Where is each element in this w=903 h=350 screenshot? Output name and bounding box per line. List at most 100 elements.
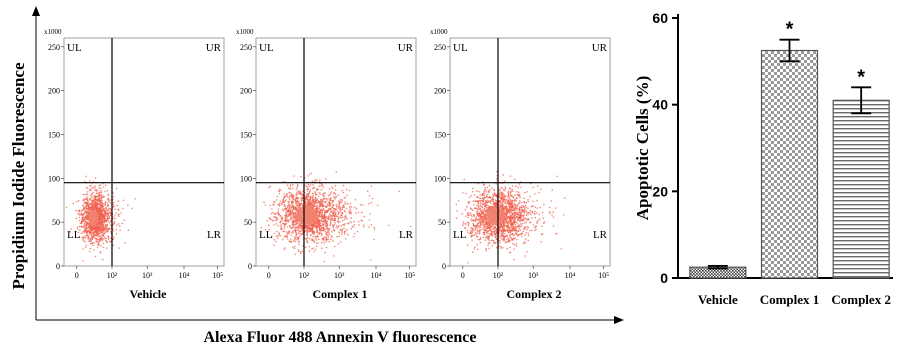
scatter-dot — [103, 212, 106, 214]
scatter-dot — [320, 232, 322, 234]
scatter-dot — [280, 217, 283, 220]
scatter-dot — [314, 191, 317, 193]
scatter-dot — [485, 228, 488, 230]
scatter-dot — [354, 198, 357, 201]
y-tick-label: 0 — [442, 262, 446, 271]
scatter-dot — [331, 206, 333, 208]
scatter-dot — [81, 226, 84, 228]
scatter-dot — [280, 228, 282, 230]
scatter-dot — [488, 220, 491, 223]
scatter-dot — [329, 224, 332, 226]
scatter-dot — [510, 224, 513, 227]
scatter-dot — [470, 234, 473, 237]
scatter-dot — [344, 230, 346, 232]
scatter-dot — [465, 215, 467, 217]
scatter-dot — [470, 207, 472, 209]
scatter-dot — [486, 235, 488, 237]
scatter-dot — [505, 198, 507, 201]
scatter-dot — [501, 232, 504, 235]
scatter-dot — [320, 227, 323, 229]
scatter-dot — [496, 194, 498, 196]
scatter-dot — [127, 204, 129, 206]
shared-y-axis-arrow — [32, 6, 40, 16]
scatter-dot — [80, 222, 83, 225]
scatter-dot — [335, 171, 338, 173]
scatter-dot — [479, 229, 482, 231]
scatter-dot — [292, 226, 295, 228]
scatter-dot — [281, 217, 284, 220]
scatter-dot — [523, 214, 525, 216]
scatter-dot — [92, 236, 94, 238]
scatter-dot — [91, 231, 93, 234]
scatter-dot — [295, 188, 298, 190]
scatter-dot — [275, 223, 277, 225]
quadrant-label-ll: LL — [259, 229, 273, 241]
scatter-dot — [65, 206, 68, 209]
scatter-dot — [114, 208, 116, 211]
scatter-dot — [489, 188, 491, 191]
y-multiplier-label: x1000 — [236, 28, 254, 36]
scatter-dot — [504, 180, 506, 182]
scatter-dot — [98, 196, 100, 198]
scatter-dot — [496, 233, 498, 235]
scatter-dot — [342, 191, 345, 194]
scatter-dot — [362, 204, 364, 206]
scatter-dot — [82, 260, 85, 262]
scatter-dot — [488, 247, 490, 250]
scatter-dot — [353, 223, 356, 226]
scatter-dot — [85, 203, 88, 206]
scatter-dot — [479, 238, 482, 240]
scatter-dot — [293, 175, 295, 177]
scatter-dot — [488, 224, 490, 226]
scatter-dot — [329, 220, 332, 222]
scatter-dot — [287, 205, 289, 207]
scatter-dot — [289, 214, 292, 216]
scatter-dot — [515, 185, 517, 187]
scatter-dot — [332, 218, 335, 221]
scatter-dot — [472, 200, 474, 202]
scatter-dot — [370, 201, 373, 204]
scatter-dot — [474, 200, 477, 202]
scatter-dot — [100, 222, 103, 224]
scatter-dot — [470, 232, 473, 234]
scatter-dot — [339, 210, 341, 213]
scatter-dot — [517, 219, 519, 222]
scatter-dot — [300, 220, 303, 223]
scatter-dot — [296, 183, 299, 186]
scatter-dot — [310, 224, 313, 227]
scatter-dot — [94, 189, 96, 192]
scatter-dot — [357, 211, 360, 214]
scatter-dot — [89, 247, 92, 250]
scatter-dot — [467, 201, 470, 203]
scatter-dot — [455, 217, 458, 219]
scatter-dot — [519, 223, 522, 225]
scatter-dot — [288, 187, 290, 189]
scatter-dot — [298, 205, 301, 208]
scatter-dot — [495, 229, 497, 231]
scatter-dot — [313, 202, 316, 205]
scatter-dot — [464, 208, 467, 211]
scatter-dot — [127, 229, 130, 231]
scatter-dot — [499, 222, 502, 225]
scatter-dot — [324, 220, 327, 222]
scatter-dot — [482, 222, 484, 224]
scatter-dot — [510, 233, 512, 235]
scatter-dot — [292, 240, 295, 242]
scatter-dot — [472, 229, 475, 232]
scatter-dot — [93, 209, 96, 212]
scatter-dot — [105, 239, 107, 242]
scatter-dot — [486, 202, 489, 204]
scatter-dot — [312, 225, 314, 228]
scatter-dot — [312, 187, 314, 190]
scatter-dot — [506, 225, 509, 227]
scatter-dot — [534, 226, 536, 229]
scatter-dot — [527, 239, 530, 242]
scatter-dot — [474, 207, 476, 209]
scatter-dot — [88, 228, 91, 230]
scatter-dot — [309, 184, 312, 186]
scatter-dot — [524, 191, 526, 194]
scatter-dot — [85, 197, 88, 200]
scatter-dot — [103, 227, 106, 230]
scatter-dot — [512, 220, 515, 223]
scatter-dot — [488, 232, 490, 235]
